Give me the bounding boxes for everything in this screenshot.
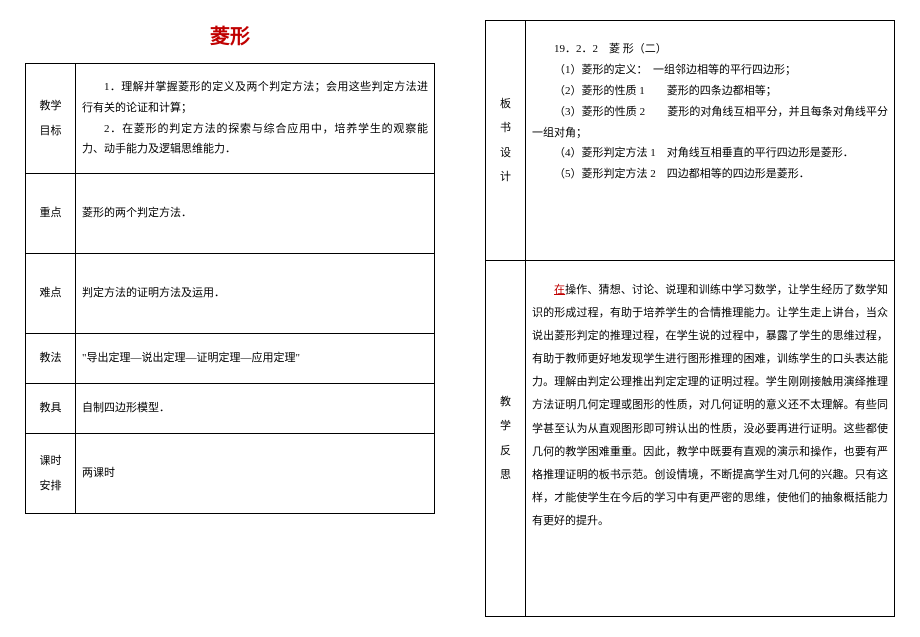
- right-table: 板 书 设 计 19．2．2 菱 形（二） （1）菱形的定义： 一组邻边相等的平…: [485, 20, 895, 617]
- row-label: 课时安排: [26, 434, 76, 514]
- row-label: 教 学 反 思: [486, 261, 526, 617]
- document-title: 菱形: [25, 20, 435, 49]
- row-content: 在操作、猜想、讨论、说理和训练中学习数学，让学生经历了数学知识的形成过程，有助于…: [526, 261, 895, 617]
- table-row: 难点 判定方法的证明方法及运用．: [26, 254, 435, 334]
- row-label: 教学目标: [26, 64, 76, 174]
- table-row: 教具 自制四边形模型．: [26, 384, 435, 434]
- row-content: 判定方法的证明方法及运用．: [76, 254, 435, 334]
- left-table: 教学目标 1．理解并掌握菱形的定义及两个判定方法；会用这些判定方法进行有关的论证…: [25, 63, 435, 514]
- reflection-text: 在操作、猜想、讨论、说理和训练中学习数学，让学生经历了数学知识的形成过程，有助于…: [532, 279, 888, 533]
- reflection-body: 操作、猜想、讨论、说理和训练中学习数学，让学生经历了数学知识的形成过程，有助于培…: [532, 284, 888, 527]
- row-content: "导出定理—说出定理—证明定理—应用定理": [76, 334, 435, 384]
- row-content: 自制四边形模型．: [76, 384, 435, 434]
- table-row: 板 书 设 计 19．2．2 菱 形（二） （1）菱形的定义： 一组邻边相等的平…: [486, 21, 895, 261]
- row-content: 菱形的两个判定方法．: [76, 174, 435, 254]
- table-row: 课时安排 两课时: [26, 434, 435, 514]
- row-content: 19．2．2 菱 形（二） （1）菱形的定义： 一组邻边相等的平行四边形； （2…: [526, 21, 895, 261]
- page-left: 菱形 教学目标 1．理解并掌握菱形的定义及两个判定方法；会用这些判定方法进行有关…: [0, 0, 460, 637]
- table-row: 教 学 反 思 在操作、猜想、讨论、说理和训练中学习数学，让学生经历了数学知识的…: [486, 261, 895, 617]
- table-row: 教法 "导出定理—说出定理—证明定理—应用定理": [26, 334, 435, 384]
- row-content: 两课时: [76, 434, 435, 514]
- row-label: 教法: [26, 334, 76, 384]
- table-row: 重点 菱形的两个判定方法．: [26, 174, 435, 254]
- highlight-char: 在: [554, 284, 565, 296]
- row-label: 重点: [26, 174, 76, 254]
- row-label: 板 书 设 计: [486, 21, 526, 261]
- table-row: 教学目标 1．理解并掌握菱形的定义及两个判定方法；会用这些判定方法进行有关的论证…: [26, 64, 435, 174]
- row-content: 1．理解并掌握菱形的定义及两个判定方法；会用这些判定方法进行有关的论证和计算； …: [76, 64, 435, 174]
- page-right: 板 书 设 计 19．2．2 菱 形（二） （1）菱形的定义： 一组邻边相等的平…: [460, 0, 920, 637]
- row-label: 教具: [26, 384, 76, 434]
- row-label: 难点: [26, 254, 76, 334]
